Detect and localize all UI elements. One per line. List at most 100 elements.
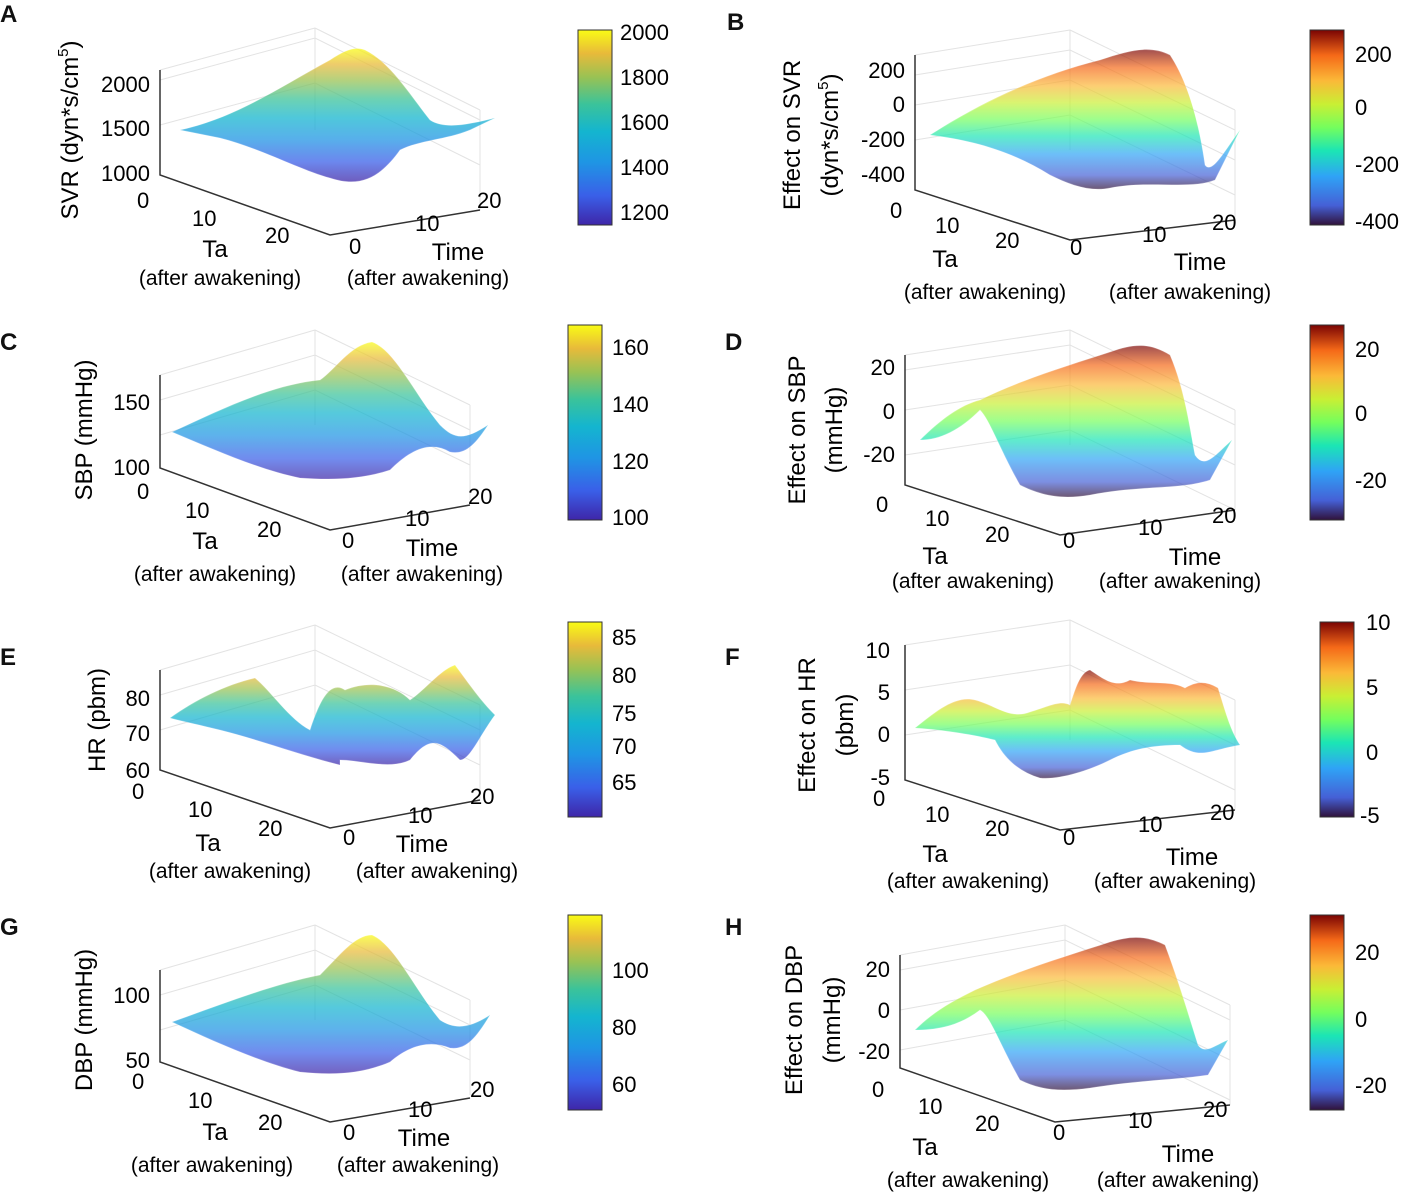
panel-D: D 20 0 -20 Effect on SBP (mmHg) 0 10 20 …	[725, 324, 1387, 593]
z-tick-60: 60	[126, 758, 150, 783]
time-axis-sublabel: (after awakening)	[337, 1154, 499, 1177]
surface-G	[170, 934, 491, 1075]
time-axis-label: Time	[1169, 544, 1221, 571]
ta-axis-sublabel: (after awakening)	[892, 570, 1054, 593]
surface-D	[918, 345, 1233, 498]
time-axis-label: Time	[1174, 249, 1226, 276]
z-tick-neg400: -400	[861, 162, 905, 187]
z-tick-neg5: -5	[870, 765, 890, 790]
time-axis-sublabel: (after awakening)	[1099, 570, 1261, 593]
cbar-tick: 120	[612, 449, 649, 474]
surface-B	[928, 49, 1241, 190]
z-axis-label: HR (pbm)	[84, 668, 111, 772]
colorbar-D	[1309, 324, 1345, 521]
panel-B: B 200 0 -200 -400 Effect on SVR (dyn*s/c…	[727, 9, 1399, 304]
cbar-tick: 1600	[620, 110, 669, 135]
z-tick-0: 0	[883, 399, 895, 424]
ta-tick-20: 20	[258, 816, 282, 841]
ta-tick-10: 10	[935, 213, 959, 238]
ta-tick-10: 10	[925, 506, 949, 531]
ta-tick-20: 20	[257, 517, 281, 542]
panel-A: A 2000 1500 1000 SVR (dyn*s/cm5) 0 10 20…	[0, 1, 669, 290]
time-tick-0: 0	[1063, 528, 1075, 553]
cbar-tick: 1400	[620, 155, 669, 180]
ta-axis-label: Ta	[932, 246, 958, 273]
z-axis-label: Effect on SBP	[784, 356, 811, 505]
ta-tick-10: 10	[188, 797, 212, 822]
cbar-tick: 20	[1355, 940, 1379, 965]
axes-lines	[914, 55, 1236, 241]
colorbar-C	[567, 324, 603, 521]
time-axis-sublabel: (after awakening)	[341, 563, 503, 586]
surface-A	[179, 47, 496, 183]
panel-H: H 20 0 -20 Effect on DBP (mmHg) 0 10 20 …	[725, 914, 1387, 1192]
cbar-tick: 1200	[620, 200, 669, 225]
cbar-tick: 5	[1366, 675, 1378, 700]
time-tick-0: 0	[1063, 825, 1075, 850]
time-tick-10: 10	[1138, 812, 1162, 837]
time-axis-label: Time	[432, 239, 484, 266]
time-tick-10: 10	[408, 1097, 432, 1122]
z-tick-0: 0	[878, 722, 890, 747]
z-tick-neg20: -20	[858, 1039, 890, 1064]
time-tick-20: 20	[477, 188, 501, 213]
cbar-tick: 85	[612, 625, 636, 650]
cbar-tick: 100	[612, 958, 649, 983]
ta-tick-20: 20	[995, 228, 1019, 253]
z-tick-0: 0	[893, 92, 905, 117]
ta-tick-0: 0	[132, 1069, 144, 1094]
z-tick-20: 20	[866, 957, 890, 982]
axes-lines	[904, 645, 1236, 831]
time-axis-sublabel: (after awakening)	[347, 267, 509, 290]
time-tick-10: 10	[1128, 1108, 1152, 1133]
ta-tick-20: 20	[975, 1111, 999, 1136]
ta-tick-10: 10	[188, 1088, 212, 1113]
colorbar-E	[567, 621, 603, 818]
time-tick-20: 20	[1212, 503, 1236, 528]
time-tick-10: 10	[1142, 222, 1166, 247]
z-tick-0: 0	[878, 998, 890, 1023]
ta-axis-label: Ta	[192, 528, 218, 555]
z-axis-label: Effect on HR	[794, 657, 821, 793]
time-tick-10: 10	[415, 211, 439, 236]
cbar-tick: 140	[612, 392, 649, 417]
surface-H	[913, 937, 1230, 1091]
time-axis-sublabel: (after awakening)	[356, 860, 518, 883]
ta-axis-sublabel: (after awakening)	[131, 1154, 293, 1177]
time-axis-label: Time	[396, 831, 448, 858]
cbar-tick: 10	[1366, 610, 1390, 635]
z-tick-10: 10	[866, 638, 890, 663]
ta-tick-0: 0	[137, 188, 149, 213]
ta-tick-0: 0	[872, 1077, 884, 1102]
panel-letter-C: C	[0, 329, 17, 356]
ta-axis-sublabel: (after awakening)	[149, 860, 311, 883]
time-tick-20: 20	[470, 1077, 494, 1102]
panel-letter-G: G	[0, 914, 19, 941]
colorbar-B	[1309, 29, 1345, 226]
cbar-tick: -20	[1355, 468, 1387, 493]
z-axis-label-line2: (mmHg)	[821, 387, 848, 474]
time-tick-10: 10	[408, 803, 432, 828]
z-axis-label-line2: (mmHg)	[819, 977, 846, 1064]
panel-letter-A: A	[0, 1, 17, 28]
ta-axis-sublabel: (after awakening)	[139, 267, 301, 290]
ta-axis-label: Ta	[202, 236, 228, 263]
z-tick-1000: 1000	[101, 161, 150, 186]
z-tick-1500: 1500	[101, 116, 150, 141]
ta-axis-label: Ta	[195, 830, 221, 857]
ta-tick-10: 10	[192, 206, 216, 231]
panel-G: G 100 50 DBP (mmHg) 0 10 20 Ta (after aw…	[0, 914, 649, 1177]
time-axis-sublabel: (after awakening)	[1094, 870, 1256, 893]
axes-lines	[159, 70, 481, 236]
ta-tick-0: 0	[876, 492, 888, 517]
cbar-tick: -5	[1360, 803, 1380, 828]
ta-axis-label: Ta	[922, 543, 948, 570]
surface-C	[170, 341, 489, 480]
cbar-tick: -20	[1355, 1073, 1387, 1098]
axes-lines	[899, 955, 1231, 1123]
ta-axis-label: Ta	[912, 1134, 938, 1161]
ta-tick-0: 0	[137, 479, 149, 504]
ta-tick-20: 20	[258, 1110, 282, 1135]
z-tick-50: 50	[126, 1048, 150, 1073]
colorbar-F	[1319, 621, 1355, 818]
